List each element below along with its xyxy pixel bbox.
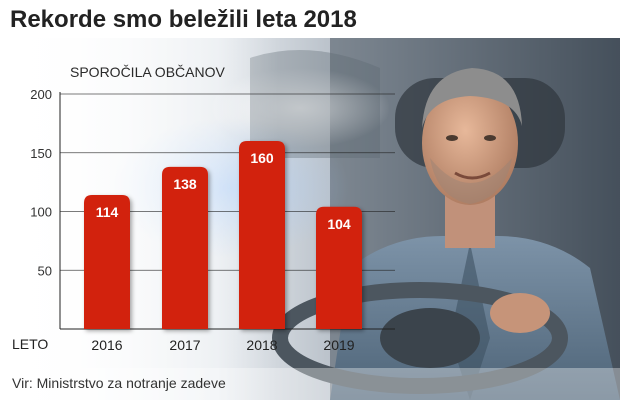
- y-tick-label: 50: [38, 263, 52, 278]
- bar-value-label: 114: [96, 204, 119, 220]
- x-tick-label: 2019: [323, 337, 354, 353]
- labels: 50 100 150 200 114 2016 138 2017 160 2018 104 2019: [30, 87, 354, 353]
- bar-value-label: 104: [327, 216, 351, 232]
- bar-2018: [239, 141, 285, 329]
- x-tick-label: 2018: [246, 337, 277, 353]
- y-tick-label: 100: [30, 205, 52, 220]
- y-tick-label: 150: [30, 146, 52, 161]
- bar-value-label: 138: [173, 176, 197, 192]
- bar-value-label: 160: [250, 150, 274, 166]
- x-tick-label: 2016: [91, 337, 122, 353]
- bars: [84, 141, 362, 329]
- y-tick-label: 200: [30, 87, 52, 102]
- x-axis-label: LETO: [12, 336, 49, 352]
- bar-2017: [162, 166, 208, 329]
- y-axis-label: SPOROČILA OBČANOV: [70, 64, 225, 80]
- chart-title: Rekorde smo beležili leta 2018: [10, 6, 357, 33]
- source-note: Vir: Ministrstvo za notranje zadeve: [12, 375, 226, 391]
- bar-2019: [316, 206, 362, 329]
- x-tick-label: 2017: [169, 337, 200, 353]
- bar-2016: [84, 195, 130, 329]
